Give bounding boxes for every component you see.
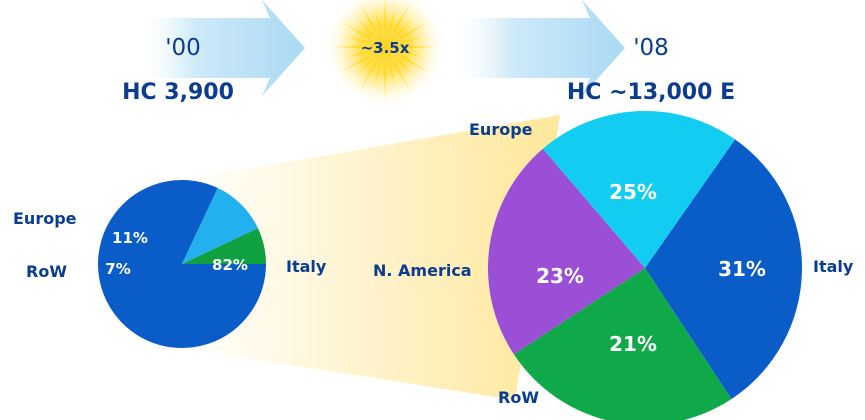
- pie-2008-slice-italy: [645, 139, 802, 400]
- sun-burst-icon: [327, 0, 443, 105]
- sun-ray: [356, 58, 374, 76]
- pie-2000-value-label-row: 7%: [105, 260, 130, 278]
- pie-2008-label-europe: Europe: [469, 120, 533, 139]
- pie-2008-slice-europe: [513, 268, 732, 420]
- pie-2008-value-label-italy: 31%: [718, 257, 766, 281]
- pie-2000-label-italy: Italy: [286, 257, 327, 276]
- pie-chart-2008: 31% 25% 23% 21%: [487, 111, 802, 420]
- sun-ray: [356, 18, 374, 36]
- sun-ray: [383, 64, 387, 99]
- sun-ray: [346, 36, 369, 44]
- sun-ray: [392, 61, 411, 93]
- pie-2000-value-label-europe: 11%: [112, 229, 148, 247]
- sun-ray: [396, 18, 414, 36]
- headcount-2008-label: HC ~13,000 E: [567, 80, 735, 105]
- sun-ray: [401, 50, 424, 58]
- sun-ray: [388, 8, 396, 31]
- pie-2000-slice-europe: [182, 187, 259, 264]
- sun-ray: [374, 8, 382, 31]
- pie-2008-value-label-row: 21%: [609, 332, 657, 356]
- sun-ray: [388, 63, 396, 86]
- pie-2008-value-label-europe: 25%: [609, 180, 657, 204]
- pie-2008-slice-n-america: [487, 148, 645, 355]
- sun-ray: [333, 45, 368, 49]
- year-2008-label: '08: [633, 35, 669, 61]
- sun-ray: [401, 36, 424, 44]
- growth-arrow-left: [135, 0, 305, 96]
- pie-2008-label-italy: Italy: [813, 257, 854, 276]
- pie-2008-slice-row: [542, 111, 736, 268]
- sun-ray: [346, 50, 369, 58]
- pie-2008-label-n-america: N. America: [373, 261, 472, 280]
- pie-2008-value-label-n-america: 23%: [536, 264, 584, 288]
- sun-ray: [392, 1, 411, 33]
- sun-ray: [383, 0, 387, 30]
- sun-ray: [402, 45, 437, 49]
- sun-ray: [399, 21, 431, 40]
- pie-2000-label-europe: Europe: [13, 209, 77, 228]
- headcount-2000-label: HC 3,900: [122, 80, 234, 105]
- sun-ray: [359, 1, 378, 33]
- year-2000-label: '00: [165, 35, 201, 61]
- pie-2000-value-label-italy: 82%: [212, 256, 248, 274]
- pie-2000-label-row: RoW: [26, 262, 67, 281]
- pie-2008-label-row: RoW: [498, 388, 539, 407]
- growth-arrow-right: [450, 0, 625, 96]
- pie-2000-slice-row: [182, 228, 266, 264]
- sun-ray: [374, 63, 382, 86]
- sun-ray: [396, 58, 414, 76]
- growth-multiplier-label: ~3.5x: [361, 39, 410, 57]
- pie-chart-2000: 82% 11% 7%: [97, 179, 266, 348]
- expansion-funnel: [182, 115, 560, 400]
- sun-ray: [399, 54, 431, 73]
- pie-2000-slice-italy: [97, 179, 266, 348]
- sun-ray: [339, 21, 371, 40]
- sun-ray: [339, 54, 371, 73]
- sun-ray: [359, 61, 378, 93]
